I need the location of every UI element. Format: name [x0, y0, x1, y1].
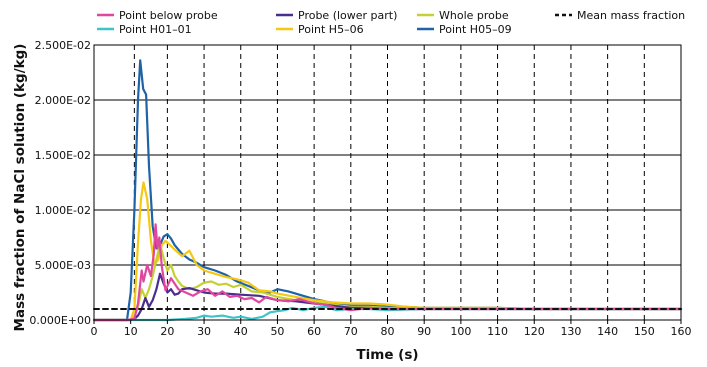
legend-label-point-h5-06: Point H5–06	[298, 23, 364, 36]
y-tick-label: 2.500E-02	[35, 39, 91, 52]
y-tick-label: 5.000E-03	[35, 259, 91, 272]
x-tick-label: 150	[634, 325, 655, 338]
legend-label-point-h05-09: Point H05–09	[439, 23, 512, 36]
x-tick-label: 80	[381, 325, 395, 338]
legend-label-mean-mass-fraction: Mean mass fraction	[577, 9, 685, 22]
x-tick-label: 40	[234, 325, 248, 338]
x-tick-label: 110	[487, 325, 508, 338]
y-tick-label: 0.000E+00	[29, 314, 91, 327]
x-tick-labels: 0 10 20 30 40 50 60 70 80 90 100 110 120 130 140 150 160	[91, 320, 692, 338]
x-tick-label: 90	[417, 325, 431, 338]
y-axis-title: Mass fraction of NaCl solution (kg/kg)	[12, 44, 28, 332]
legend-label-point-below-probe: Point below probe	[119, 9, 218, 22]
x-tick-label: 140	[597, 325, 618, 338]
x-tick-label: 50	[270, 325, 284, 338]
x-tick-label: 0	[91, 325, 98, 338]
legend-label-probe-lower-part: Probe (lower part)	[298, 9, 397, 22]
y-tick-label: 1.500E-02	[35, 149, 91, 162]
x-tick-label: 130	[560, 325, 581, 338]
legend: Point below probe Probe (lower part) Whole…	[97, 9, 685, 36]
x-tick-label: 30	[197, 325, 211, 338]
x-tick-label: 20	[160, 325, 174, 338]
y-tick-label: 1.000E-02	[35, 204, 91, 217]
series-layer	[92, 59, 683, 322]
x-tick-label: 60	[307, 325, 321, 338]
y-tick-labels: 0.000E+00 5.000E-03 1.000E-02 1.500E-02 2.00…	[29, 39, 91, 327]
x-tick-label: 70	[344, 325, 358, 338]
legend-label-whole-probe: Whole probe	[439, 9, 509, 22]
x-axis-title: Time (s)	[356, 347, 418, 363]
grid	[94, 44, 681, 321]
x-tick-label: 160	[671, 325, 692, 338]
x-tick-label: 10	[124, 325, 138, 338]
x-tick-label: 120	[524, 325, 545, 338]
x-tick-label: 100	[450, 325, 471, 338]
legend-label-point-h01-01: Point H01–01	[119, 23, 192, 36]
y-tick-label: 2.000E-02	[35, 94, 91, 107]
